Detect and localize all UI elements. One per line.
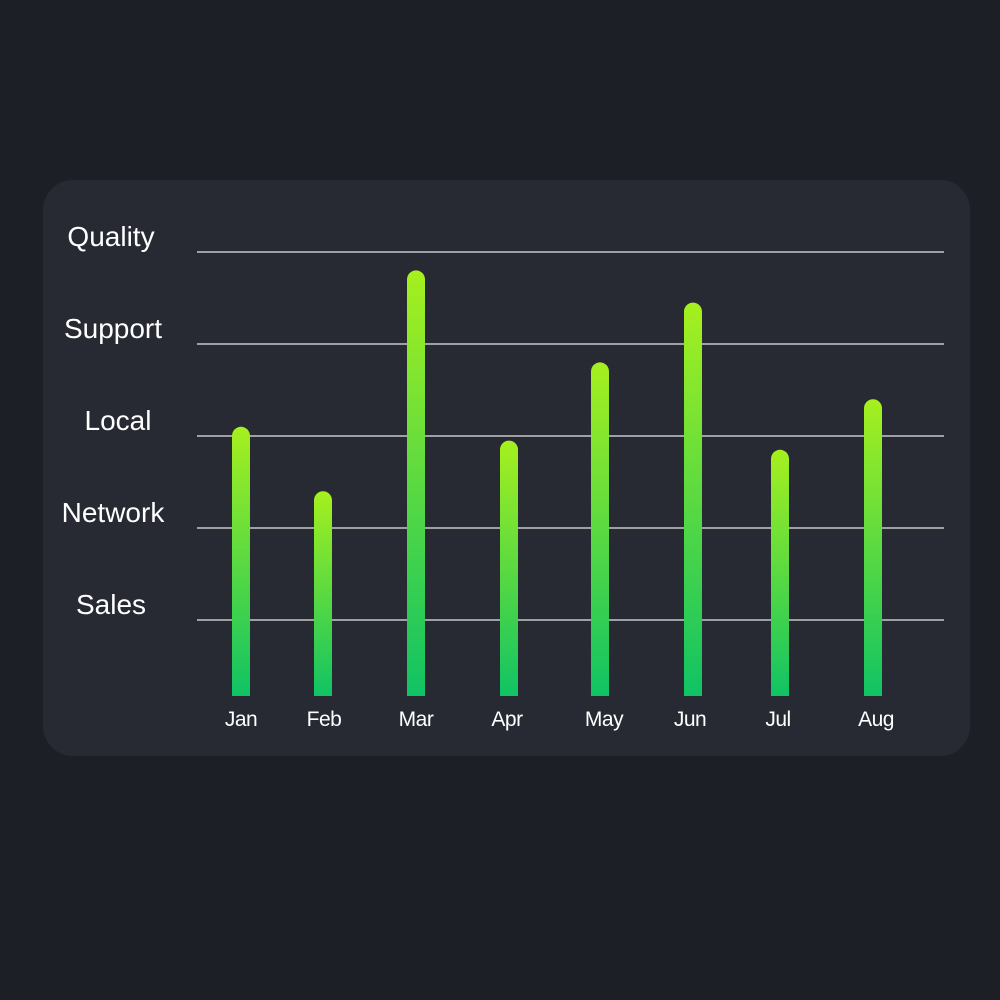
y-tick-label-sales: Sales bbox=[76, 589, 146, 620]
x-tick-label-feb: Feb bbox=[307, 708, 342, 731]
x-tick-label-may: May bbox=[585, 708, 624, 731]
x-axis-labels: Jan Feb Mar Apr May Jun Jul Aug bbox=[225, 708, 895, 731]
bars bbox=[232, 270, 882, 696]
x-tick-label-jan: Jan bbox=[225, 708, 257, 731]
x-tick-label-jul: Jul bbox=[765, 708, 790, 731]
bar-mar bbox=[407, 270, 425, 696]
y-tick-label-quality: Quality bbox=[67, 221, 154, 252]
bar-may bbox=[591, 362, 609, 696]
y-axis-labels: Sales Network Local Support Quality bbox=[62, 221, 166, 620]
x-tick-label-jun: Jun bbox=[674, 708, 706, 731]
bar-feb bbox=[314, 491, 332, 696]
y-tick-label-network: Network bbox=[62, 497, 166, 528]
y-tick-label-support: Support bbox=[64, 313, 162, 344]
bar-jun bbox=[684, 302, 702, 696]
bar-jul bbox=[771, 449, 789, 696]
y-tick-label-local: Local bbox=[85, 405, 152, 436]
x-tick-label-mar: Mar bbox=[399, 708, 434, 731]
x-tick-label-apr: Apr bbox=[491, 708, 523, 731]
bar-jan bbox=[232, 426, 250, 696]
bar-apr bbox=[500, 440, 518, 696]
bar-aug bbox=[864, 399, 882, 696]
x-tick-label-aug: Aug bbox=[858, 708, 894, 731]
gridlines bbox=[197, 251, 944, 621]
